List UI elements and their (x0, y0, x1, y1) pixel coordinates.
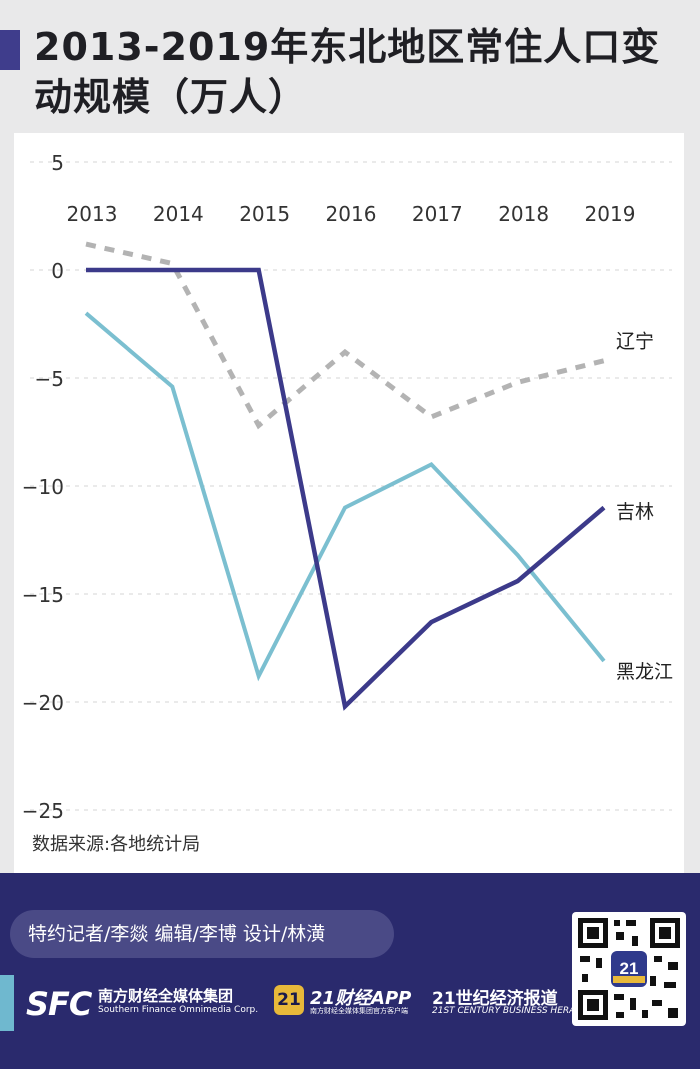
data-source: 数据来源:各地统计局 (32, 834, 201, 855)
qr-badge: 21 (620, 959, 639, 978)
chart-title: 2013-2019年东北地区常住人口变动规模（万人） (34, 25, 661, 119)
y-tick-label: −5 (35, 367, 64, 391)
x-tick-label: 2018 (498, 202, 549, 226)
series-line-吉林 (84, 311, 606, 682)
series-label: 辽宁 (616, 330, 654, 352)
x-tick-label: 2019 (585, 202, 636, 226)
sfc-logo: SFC (26, 985, 92, 1023)
x-tick-label: 2016 (326, 202, 377, 226)
x-tick-label: 2013 (67, 202, 118, 226)
x-tick-label: 2017 (412, 202, 463, 226)
series-label: 吉林 (616, 501, 654, 523)
x-tick-label: 2015 (239, 202, 290, 226)
series-line-黑龙江 (86, 267, 606, 711)
y-tick-label: 5 (51, 151, 64, 175)
y-tick-label: −10 (22, 475, 64, 499)
title-accent-bar (0, 30, 20, 70)
y-tick-label: −20 (22, 691, 64, 715)
app-name: 21财经APP (310, 988, 412, 1009)
herald-name-en: 21ST CENTURY BUSINESS HERALD (432, 1006, 588, 1016)
y-tick-label: 0 (51, 259, 64, 283)
logo-accent-bar (0, 975, 14, 1031)
herald-name-cn: 21世纪经济报道 (432, 989, 558, 1009)
series-line-辽宁 (85, 241, 605, 430)
credits: 特约记者/李燚 编辑/李博 设计/林潢 (10, 910, 394, 958)
y-tick-label: −15 (22, 583, 64, 607)
sfc-name-en: Southern Finance Omnimedia Corp. (98, 1005, 259, 1015)
series-label: 黑龙江 (616, 661, 673, 683)
y-tick-label: −25 (22, 799, 64, 823)
qr-code[interactable]: 21 (572, 912, 686, 1026)
app-subtitle: 南方财经全媒体集团官方客户端 (310, 1007, 408, 1015)
qr-code-icon: 21 (578, 918, 680, 1020)
line-chart: 5 0 −5 −10 −15 −20 −25 2013 2014 2015 2016 2017 2018… (22, 151, 673, 823)
sfc-name-cn: 南方财经全媒体集团 (98, 987, 234, 1005)
app-badge-icon: 21 (274, 985, 304, 1015)
chart-card (14, 133, 684, 873)
x-tick-label: 2014 (153, 202, 204, 226)
